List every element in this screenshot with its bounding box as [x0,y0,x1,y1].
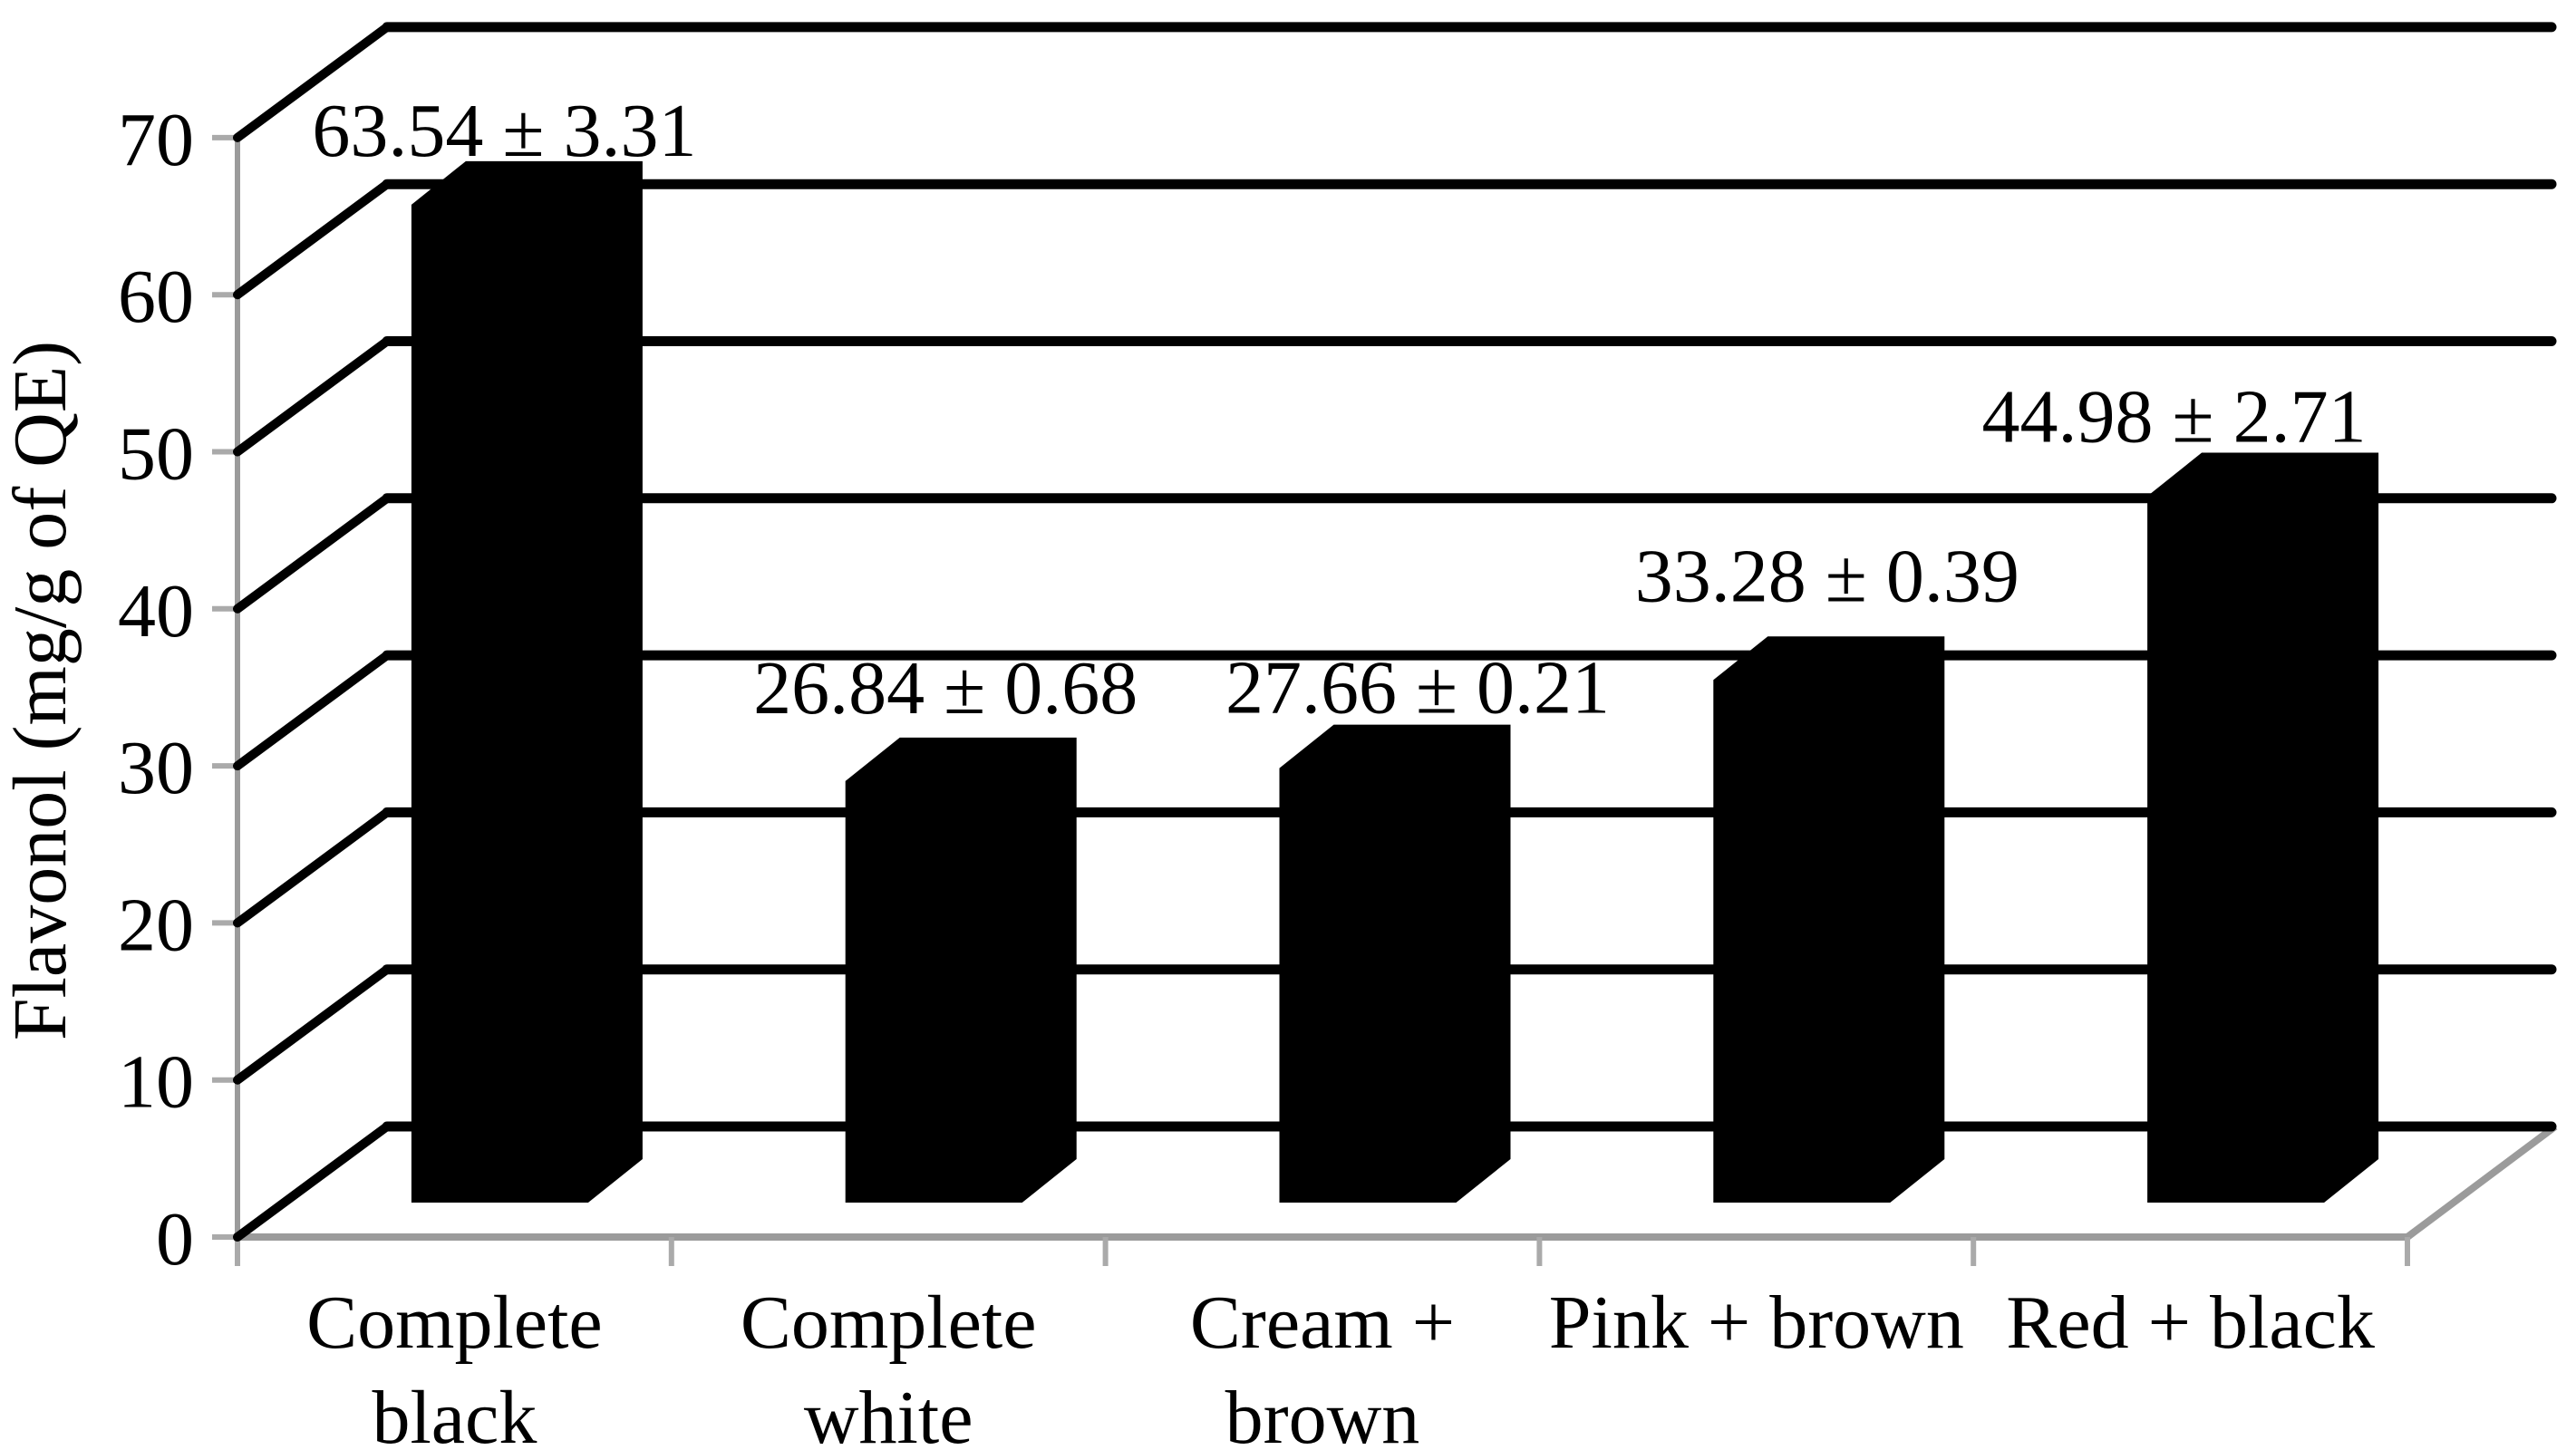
y-tick-label: 40 [118,569,194,653]
gridline-depth-segment [233,179,392,300]
data-label: 27.66 ± 0.21 [1225,646,1610,730]
gridline-depth-segment [233,493,392,614]
gridline-depth-segment [233,651,392,771]
y-tick-label: 20 [118,883,194,967]
category-label: Cream + [1190,1281,1455,1365]
gridline-depth-segment [233,336,392,457]
category-label: Red + black [2006,1281,2375,1365]
data-label: 63.54 ± 3.31 [312,89,696,173]
y-tick-label: 60 [118,255,194,339]
gridline-depth-segment [233,807,392,928]
y-tick-label: 10 [118,1040,194,1125]
bar-pink-brown [1713,636,1945,1203]
category-label: Complete [741,1281,1037,1365]
bar-complete-black [411,160,643,1203]
y-tick-label: 70 [118,98,194,182]
category-label: white [804,1376,973,1450]
data-label: 44.98 ± 2.71 [1982,374,2367,459]
floor-right-edge [2405,1123,2558,1241]
y-axis-title: Flavonol (mg/g of QE) [0,341,82,1040]
y-tick-label: 0 [156,1197,194,1281]
category-label: Pink + brown [1549,1281,1964,1365]
bar-cream-brown [1279,724,1511,1203]
data-label: 26.84 ± 0.68 [753,646,1138,730]
category-label: Complete [306,1281,603,1365]
data-label: 33.28 ± 0.39 [1635,534,2019,618]
bar-red-black [2147,452,2379,1204]
gridline-depth-segment [233,964,392,1085]
y-tick-label: 50 [118,412,194,497]
category-label: brown [1225,1376,1420,1450]
category-label: black [372,1376,537,1450]
gridline-depth-segment [233,1122,392,1242]
y-tick-label: 30 [118,726,194,810]
bar-complete-white [845,737,1077,1203]
gridline-depth-segment [233,22,392,142]
